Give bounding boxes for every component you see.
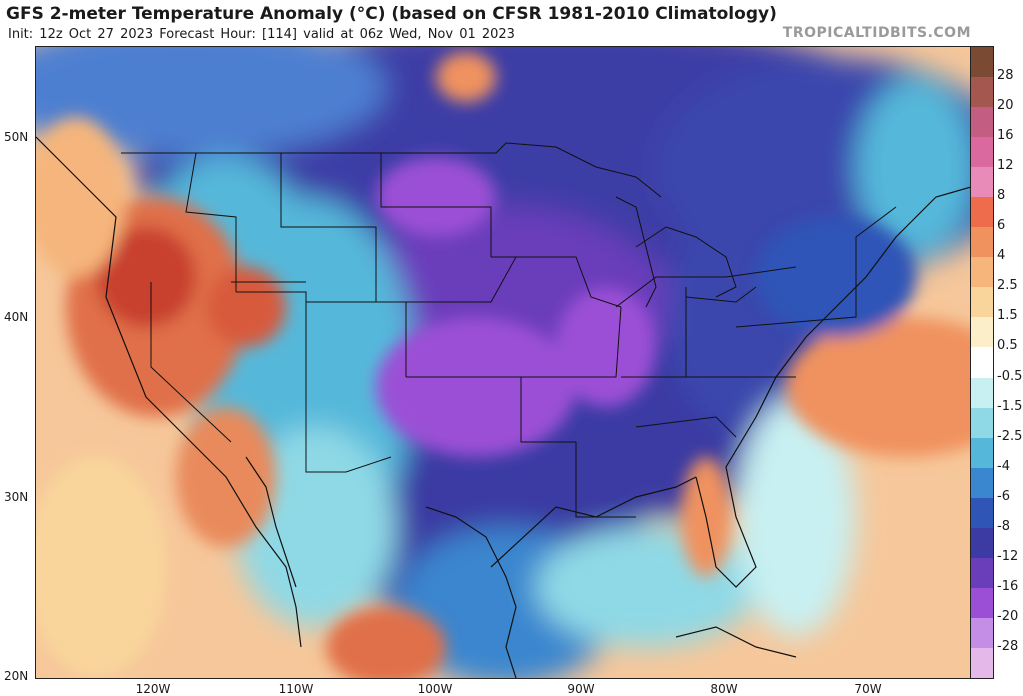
colorbar-swatch xyxy=(971,377,993,408)
lat-label-40n: 40N xyxy=(4,310,29,324)
colorbar-label: -0.5 xyxy=(997,368,1023,384)
colorbar-swatch xyxy=(971,557,993,588)
colorbar-swatch xyxy=(971,227,993,258)
colorbar-label: 16 xyxy=(997,128,1014,144)
colorbar-swatch xyxy=(971,47,993,78)
map-title: GFS 2-meter Temperature Anomaly (°C) (ba… xyxy=(6,4,777,24)
lon-label-70w: 70W xyxy=(854,682,882,696)
colorbar-swatch xyxy=(971,287,993,318)
colorbar-label: -2.5 xyxy=(997,428,1023,444)
colorbar-swatch xyxy=(971,407,993,438)
colorbar-swatch xyxy=(971,347,993,378)
lon-label-120w: 120W xyxy=(135,682,171,696)
lat-label-30n: 30N xyxy=(4,490,29,504)
colorbar-swatch xyxy=(971,647,993,678)
colorbar-label: -8 xyxy=(997,518,1010,534)
colorbar-swatch xyxy=(971,527,993,558)
lon-label-90w: 90W xyxy=(567,682,595,696)
colorbar-swatch xyxy=(971,497,993,528)
colorbar-label: 6 xyxy=(997,218,1006,234)
colorbar-label: 8 xyxy=(997,188,1006,204)
lat-label-20n: 20N xyxy=(4,669,29,683)
lat-label-50n: 50N xyxy=(4,130,29,144)
lon-label-110w: 110W xyxy=(278,682,314,696)
colorbar-label: -6 xyxy=(997,488,1010,504)
brand-watermark: TROPICALTIDBITS.COM xyxy=(782,25,971,41)
colorbar-swatch xyxy=(971,257,993,288)
colorbar-label: -20 xyxy=(997,608,1019,624)
colorbar-swatch xyxy=(971,437,993,468)
colorbar-label: -1.5 xyxy=(997,398,1023,414)
anomaly-field xyxy=(36,47,971,678)
colorbar-label: 2.5 xyxy=(997,278,1018,294)
map-subtitle: Init: 12z Oct 27 2023 Forecast Hour: [11… xyxy=(8,27,515,42)
colorbar-label: -16 xyxy=(997,578,1019,594)
colorbar-label: -12 xyxy=(997,548,1019,564)
colorbar-swatch xyxy=(971,617,993,648)
colorbar-swatch xyxy=(971,467,993,498)
colorbar-label: 28 xyxy=(997,68,1014,84)
colorbar-label: 1.5 xyxy=(997,308,1018,324)
colorbar-label: 12 xyxy=(997,158,1014,174)
colorbar-label: -28 xyxy=(997,638,1019,654)
colorbar-swatch xyxy=(971,107,993,138)
colorbar-swatch xyxy=(971,197,993,228)
colorbar-swatch xyxy=(971,167,993,198)
lon-label-80w: 80W xyxy=(710,682,738,696)
anomaly-map xyxy=(35,46,972,679)
colorbar-swatch xyxy=(971,77,993,108)
colorbar xyxy=(970,46,994,679)
lon-label-100w: 100W xyxy=(417,682,453,696)
colorbar-label: 4 xyxy=(997,248,1006,264)
colorbar-label: 0.5 xyxy=(997,338,1018,354)
colorbar-label: 20 xyxy=(997,98,1014,114)
colorbar-swatch xyxy=(971,587,993,618)
colorbar-swatch xyxy=(971,137,993,168)
colorbar-label: -4 xyxy=(997,458,1010,474)
colorbar-swatch xyxy=(971,317,993,348)
